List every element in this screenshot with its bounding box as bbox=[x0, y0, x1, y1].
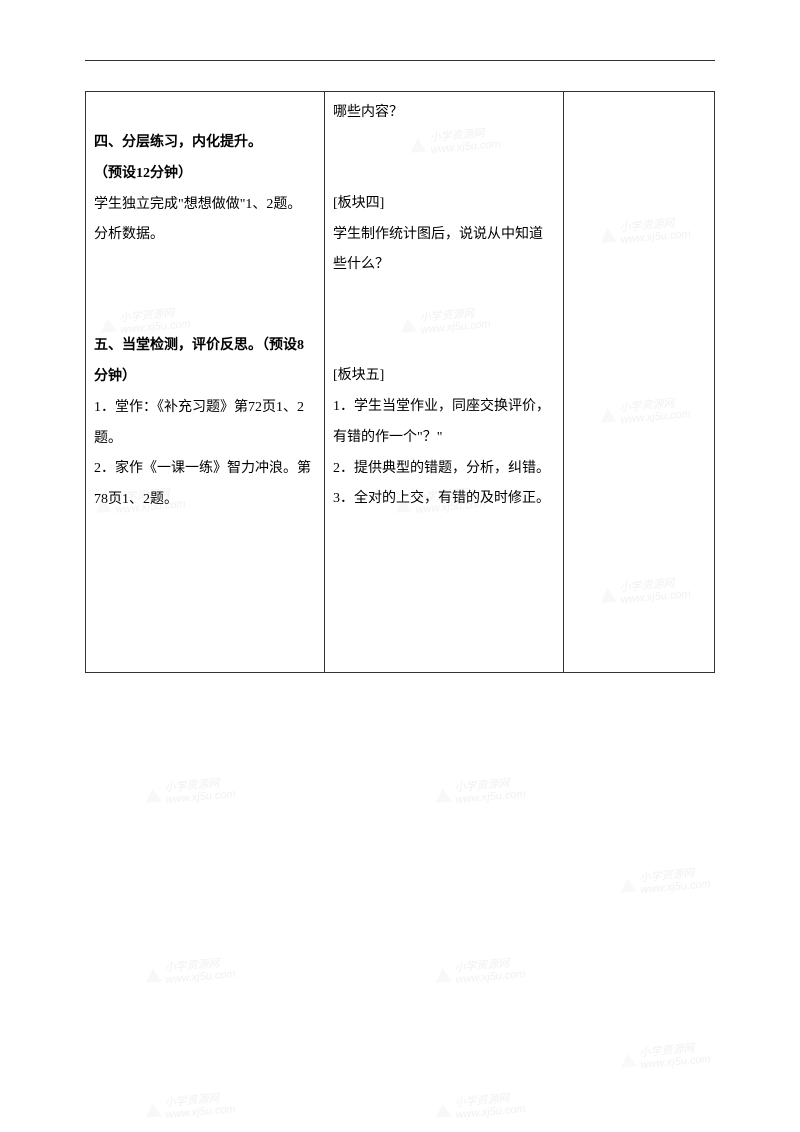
block-5-content-1: 1．学生当堂作业，同座交换评价，有错的作一个"？" bbox=[333, 392, 555, 454]
leaf-icon bbox=[145, 788, 162, 803]
watermark-item: 小学资源网www.xj5u.com bbox=[144, 776, 236, 808]
watermark-text-2: www.xj5u.com bbox=[165, 968, 236, 986]
block-4-title: [板块四] bbox=[333, 189, 555, 220]
section-5-title-wrapper: 五、当堂检测，评价反思。（预设8分钟） bbox=[94, 331, 316, 393]
watermark-item: 小学资源网www.xj5u.com bbox=[144, 956, 236, 988]
watermark-text-2: www.xj5u.com bbox=[640, 878, 711, 896]
watermark-text-2: www.xj5u.com bbox=[640, 1053, 711, 1071]
col2-top-line: 哪些内容？ bbox=[333, 98, 555, 129]
column-2-blocks: 哪些内容？ [板块四] 学生制作统计图后，说说从中知道些什么？ [板块五] 1．… bbox=[325, 92, 564, 673]
watermark-text-1: 小学资源网 bbox=[454, 776, 525, 794]
block-5-content-3: 3．全对的上交，有错的及时修正。 bbox=[333, 484, 555, 515]
watermark-item: 小学资源网www.xj5u.com bbox=[619, 866, 711, 898]
section-5-content-1: 1．堂作：《补充习题》第72页1、2题。 bbox=[94, 393, 316, 455]
block-5-content-2: 2．提供典型的错题，分析，纠错。 bbox=[333, 454, 555, 485]
spacer bbox=[333, 281, 555, 361]
leaf-icon bbox=[145, 968, 162, 983]
section-4-content-1: 学生独立完成"想想做做"1、2题。 bbox=[94, 190, 316, 221]
column-3-notes bbox=[564, 92, 715, 673]
watermark-text-1: 小学资源网 bbox=[454, 956, 525, 974]
watermark-item: 小学资源网www.xj5u.com bbox=[434, 776, 526, 808]
leaf-icon bbox=[620, 1053, 637, 1068]
spacer bbox=[333, 129, 555, 189]
watermark-text-2: www.xj5u.com bbox=[165, 788, 236, 806]
section-5-title: 五、当堂检测，评价反思。 bbox=[94, 338, 262, 353]
watermark-text-1: 小学资源网 bbox=[639, 866, 710, 884]
watermark-text-1: 小学资源网 bbox=[454, 1091, 525, 1109]
table-row: 四、分层练习，内化提升。 （预设12分钟） 学生独立完成"想想做做"1、2题。 … bbox=[86, 92, 715, 673]
spacer bbox=[94, 251, 316, 331]
column-1-activities: 四、分层练习，内化提升。 （预设12分钟） 学生独立完成"想想做做"1、2题。 … bbox=[86, 92, 325, 673]
leaf-icon bbox=[435, 968, 452, 983]
watermark-text-1: 小学资源网 bbox=[164, 776, 235, 794]
section-5-content-2: 2．家作《一课一练》智力冲浪。第78页1、2题。 bbox=[94, 454, 316, 516]
header-divider bbox=[85, 60, 715, 61]
watermark-item: 小学资源网www.xj5u.com bbox=[434, 1091, 526, 1123]
watermark-item: 小学资源网www.xj5u.com bbox=[144, 1091, 236, 1123]
watermark-item: 小学资源网www.xj5u.com bbox=[434, 956, 526, 988]
watermark-text-2: www.xj5u.com bbox=[455, 788, 526, 806]
leaf-icon bbox=[145, 1103, 162, 1118]
spacer bbox=[94, 516, 316, 666]
block-5-title: [板块五] bbox=[333, 361, 555, 392]
block-4-content: 学生制作统计图后，说说从中知道些什么？ bbox=[333, 220, 555, 282]
leaf-icon bbox=[435, 1103, 452, 1118]
leaf-icon bbox=[435, 788, 452, 803]
watermark-text-2: www.xj5u.com bbox=[455, 1103, 526, 1121]
section-4-content-2: 分析数据。 bbox=[94, 220, 316, 251]
watermark-text-1: 小学资源网 bbox=[164, 1091, 235, 1109]
watermark-text-2: www.xj5u.com bbox=[455, 968, 526, 986]
spacer bbox=[94, 98, 316, 128]
watermark-text-1: 小学资源网 bbox=[164, 956, 235, 974]
watermark-text-1: 小学资源网 bbox=[639, 1041, 710, 1059]
section-4-title: 四、分层练习，内化提升。 bbox=[94, 128, 316, 159]
watermark-text-2: www.xj5u.com bbox=[165, 1103, 236, 1121]
lesson-plan-table: 四、分层练习，内化提升。 （预设12分钟） 学生独立完成"想想做做"1、2题。 … bbox=[85, 91, 715, 673]
watermark-item: 小学资源网www.xj5u.com bbox=[619, 1041, 711, 1073]
leaf-icon bbox=[620, 878, 637, 893]
section-4-time: （预设12分钟） bbox=[94, 159, 316, 190]
